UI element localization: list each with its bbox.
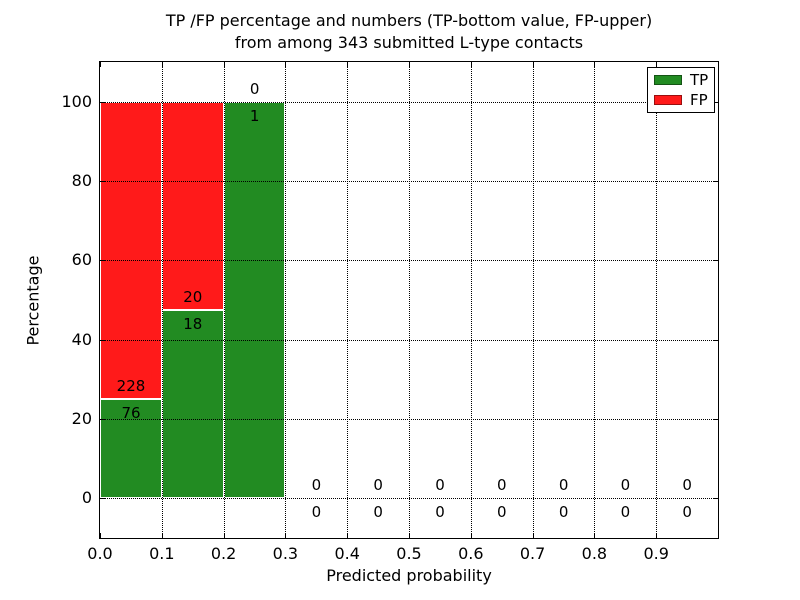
legend: TP FP <box>647 67 715 113</box>
annotation-fp-count: 0 <box>435 476 445 495</box>
annotation-fp-count: 0 <box>682 476 692 495</box>
annotation-tp-count: 0 <box>620 503 631 522</box>
annotation-tp-count: 18 <box>183 315 203 334</box>
x-tick-label: 0.6 <box>458 544 484 563</box>
gridline-x-0.2 <box>223 62 225 538</box>
x-tick-label: 0.3 <box>272 544 299 563</box>
annotation-tp-count: 0 <box>435 503 445 522</box>
x-tick-label: 0.5 <box>396 544 422 563</box>
y-tick-right <box>713 498 718 500</box>
bar-segment-tp <box>100 399 162 499</box>
annotation-fp-count: 20 <box>183 288 203 307</box>
annotation-fp-count: 0 <box>497 476 507 495</box>
y-tick-right <box>713 181 718 182</box>
annotation-tp-count: 0 <box>558 503 569 522</box>
x-tick-label: 0.8 <box>581 544 608 563</box>
x-tick-label: 0.9 <box>643 544 669 563</box>
x-tick-bottom <box>100 533 101 538</box>
chart-title-line1: TP /FP percentage and numbers (TP-bottom… <box>165 11 653 30</box>
y-tick-label: 80 <box>71 171 92 190</box>
plot-area: TP FP 228 76 20 18 0 1 0 0 0 0 0 0 0 0 0 0 0 0 0 0 <box>99 61 719 539</box>
y-tick-left <box>100 339 105 341</box>
annotation-tp-count: 76 <box>121 404 141 423</box>
annotation-fp-count: 0 <box>373 476 383 495</box>
y-tick-left <box>100 181 105 182</box>
y-tick-left <box>100 101 105 103</box>
gridline-x-0.4 <box>347 62 349 538</box>
x-tick-bottom <box>409 533 410 538</box>
x-tick-top <box>285 62 287 67</box>
y-tick-label: 0 <box>81 488 92 508</box>
bar-segment-fp <box>100 101 162 400</box>
y-tick-left <box>100 260 105 262</box>
x-tick-top <box>532 62 534 67</box>
fp-color-swatch <box>654 94 682 105</box>
y-tick-label: 40 <box>71 329 92 349</box>
annotation-fp-count: 228 <box>116 377 146 396</box>
gridline-x-0.7 <box>532 62 534 538</box>
x-tick-label: 0.4 <box>334 544 360 563</box>
x-tick-top <box>100 62 101 67</box>
gridline-x-0.6 <box>470 62 472 538</box>
x-tick-top <box>656 62 658 67</box>
x-tick-bottom <box>594 533 596 538</box>
x-tick-bottom <box>161 533 163 538</box>
annotation-tp-count: 0 <box>373 503 383 522</box>
annotation-tp-count: 1 <box>249 106 260 125</box>
y-tick-right <box>713 419 718 420</box>
x-tick-bottom <box>223 533 225 538</box>
bar-segment-fp <box>161 101 224 311</box>
x-tick-label: 0.2 <box>210 544 237 563</box>
y-tick-right <box>713 101 718 103</box>
annotation-fp-count: 0 <box>558 476 569 495</box>
legend-label-tp: TP <box>690 71 709 90</box>
annotation-fp-count: 0 <box>311 476 322 495</box>
annotation-fp-count: 0 <box>249 79 260 98</box>
annotation-tp-count: 0 <box>682 503 692 522</box>
y-axis-label: Percentage <box>23 255 43 346</box>
x-tick-top <box>161 62 163 67</box>
gridline-x-0.5 <box>409 62 410 538</box>
y-tick-right <box>713 339 718 341</box>
x-tick-label: 0.1 <box>149 544 175 563</box>
legend-item-fp: FP <box>648 92 714 108</box>
annotation-fp-count: 0 <box>620 476 631 495</box>
y-tick-label: 60 <box>71 250 92 270</box>
y-tick-right <box>713 260 718 262</box>
gridline-x-0.1 <box>161 62 163 538</box>
gridline-x-0.9 <box>656 62 658 538</box>
y-tick-left <box>100 419 105 420</box>
x-tick-top <box>223 62 225 67</box>
annotation-tp-count: 0 <box>497 503 507 522</box>
x-tick-bottom <box>285 533 287 538</box>
x-tick-top <box>470 62 472 67</box>
x-tick-top <box>347 62 349 67</box>
y-tick-label: 100 <box>61 91 92 111</box>
y-tick-left <box>100 498 105 500</box>
x-tick-label: 0.0 <box>87 544 113 563</box>
gridline-x-0.8 <box>594 62 596 538</box>
bar-segment-tp <box>223 101 286 499</box>
x-tick-bottom <box>656 533 658 538</box>
x-axis-label: Predicted probability <box>326 566 492 585</box>
x-tick-top <box>594 62 596 67</box>
gridline-x-0.3 <box>285 62 287 538</box>
tp-color-swatch <box>654 75 682 86</box>
bar-segment-tp <box>161 310 224 499</box>
x-tick-label: 0.7 <box>519 544 546 563</box>
chart-title: TP /FP percentage and numbers (TP-bottom… <box>109 10 709 54</box>
annotation-tp-count: 0 <box>311 503 322 522</box>
chart-title-line2: from among 343 submitted L-type contacts <box>234 33 584 52</box>
x-tick-bottom <box>347 533 349 538</box>
legend-label-fp: FP <box>690 90 708 109</box>
x-tick-top <box>409 62 410 67</box>
x-tick-bottom <box>532 533 534 538</box>
legend-item-tp: TP <box>648 72 714 88</box>
x-tick-bottom <box>470 533 472 538</box>
y-tick-label: 20 <box>71 409 92 428</box>
